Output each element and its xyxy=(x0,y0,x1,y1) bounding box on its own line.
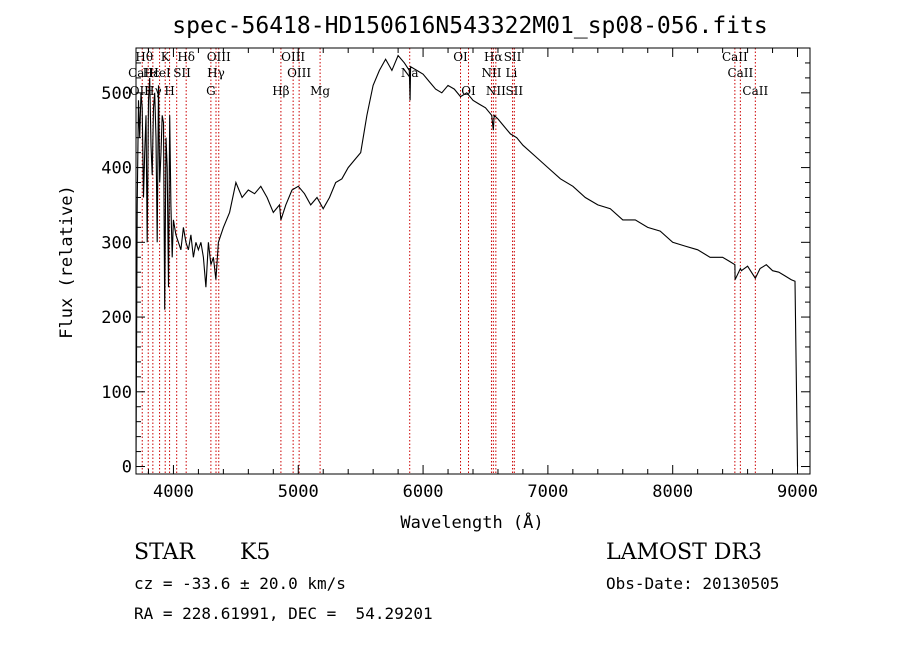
line-label: SII xyxy=(173,66,191,80)
x-tick-label: 5000 xyxy=(278,482,319,502)
line-label: Hθ xyxy=(135,50,153,64)
y-tick-label: 200 xyxy=(101,308,132,328)
y-tick-label: 0 xyxy=(122,458,132,478)
line-label: Hγ xyxy=(207,66,225,80)
line-label: OI xyxy=(453,50,468,64)
line-label: OIII xyxy=(281,50,305,64)
line-label: NII xyxy=(481,66,501,80)
spectral-line-markers xyxy=(141,48,756,474)
x-axis-label: Wavelength (Å) xyxy=(400,511,543,533)
line-label: K xyxy=(161,50,171,64)
line-label: Hε xyxy=(143,66,160,80)
line-label: HeI xyxy=(148,66,171,80)
x-tick-label: 9000 xyxy=(777,482,818,502)
line-label: Hα xyxy=(484,50,503,64)
line-label: Mg xyxy=(310,84,330,98)
y-tick-label: 400 xyxy=(101,159,132,179)
chart-title: spec-56418-HD150616N543322M01_sp08-056.f… xyxy=(172,13,767,39)
line-label: CaII xyxy=(727,66,753,80)
x-tick-label: 7000 xyxy=(527,482,568,502)
line-label: G xyxy=(206,84,216,98)
y-tick-label: 500 xyxy=(101,84,132,104)
subclass-label: K5 xyxy=(240,540,271,565)
line-label: Li xyxy=(506,66,518,80)
plot-frame xyxy=(135,47,811,475)
x-tick-label: 6000 xyxy=(403,482,444,502)
line-label: SII xyxy=(505,84,523,98)
y-axis-ticks: 0 100 200 300 400 500 xyxy=(101,62,810,478)
line-label: OIII xyxy=(207,50,231,64)
line-label: CaII xyxy=(722,50,748,64)
spectrum-series-line xyxy=(135,54,799,467)
line-label: CaII xyxy=(128,66,154,80)
y-axis-label: Flux (relative) xyxy=(57,185,77,339)
line-label: CaII xyxy=(742,84,768,98)
y-tick-label: 100 xyxy=(101,383,132,403)
line-label: OII xyxy=(130,84,150,98)
line-label: OI xyxy=(461,84,476,98)
x-tick-label: 4000 xyxy=(153,482,194,502)
line-label: H xyxy=(164,84,174,98)
x-axis-ticks: 4000 5000 6000 7000 8000 9000 xyxy=(147,48,818,502)
class-label: STAR xyxy=(134,540,195,565)
line-label: SII xyxy=(504,50,522,64)
obs-date-label: Obs-Date: 20130505 xyxy=(606,574,780,593)
coordinates-label: RA = 228.61991, DEC = 54.29201 xyxy=(134,604,433,623)
y-tick-label: 300 xyxy=(101,233,132,253)
line-label: Hβ xyxy=(272,84,289,98)
x-tick-label: 8000 xyxy=(652,482,693,502)
redshift-label: cz = -33.6 ± 20.0 km/s xyxy=(134,574,346,593)
survey-label: LAMOST DR3 xyxy=(606,540,762,565)
line-label: NII xyxy=(486,84,506,98)
line-label: OIII xyxy=(287,66,311,80)
line-label: Hδ xyxy=(177,50,195,64)
